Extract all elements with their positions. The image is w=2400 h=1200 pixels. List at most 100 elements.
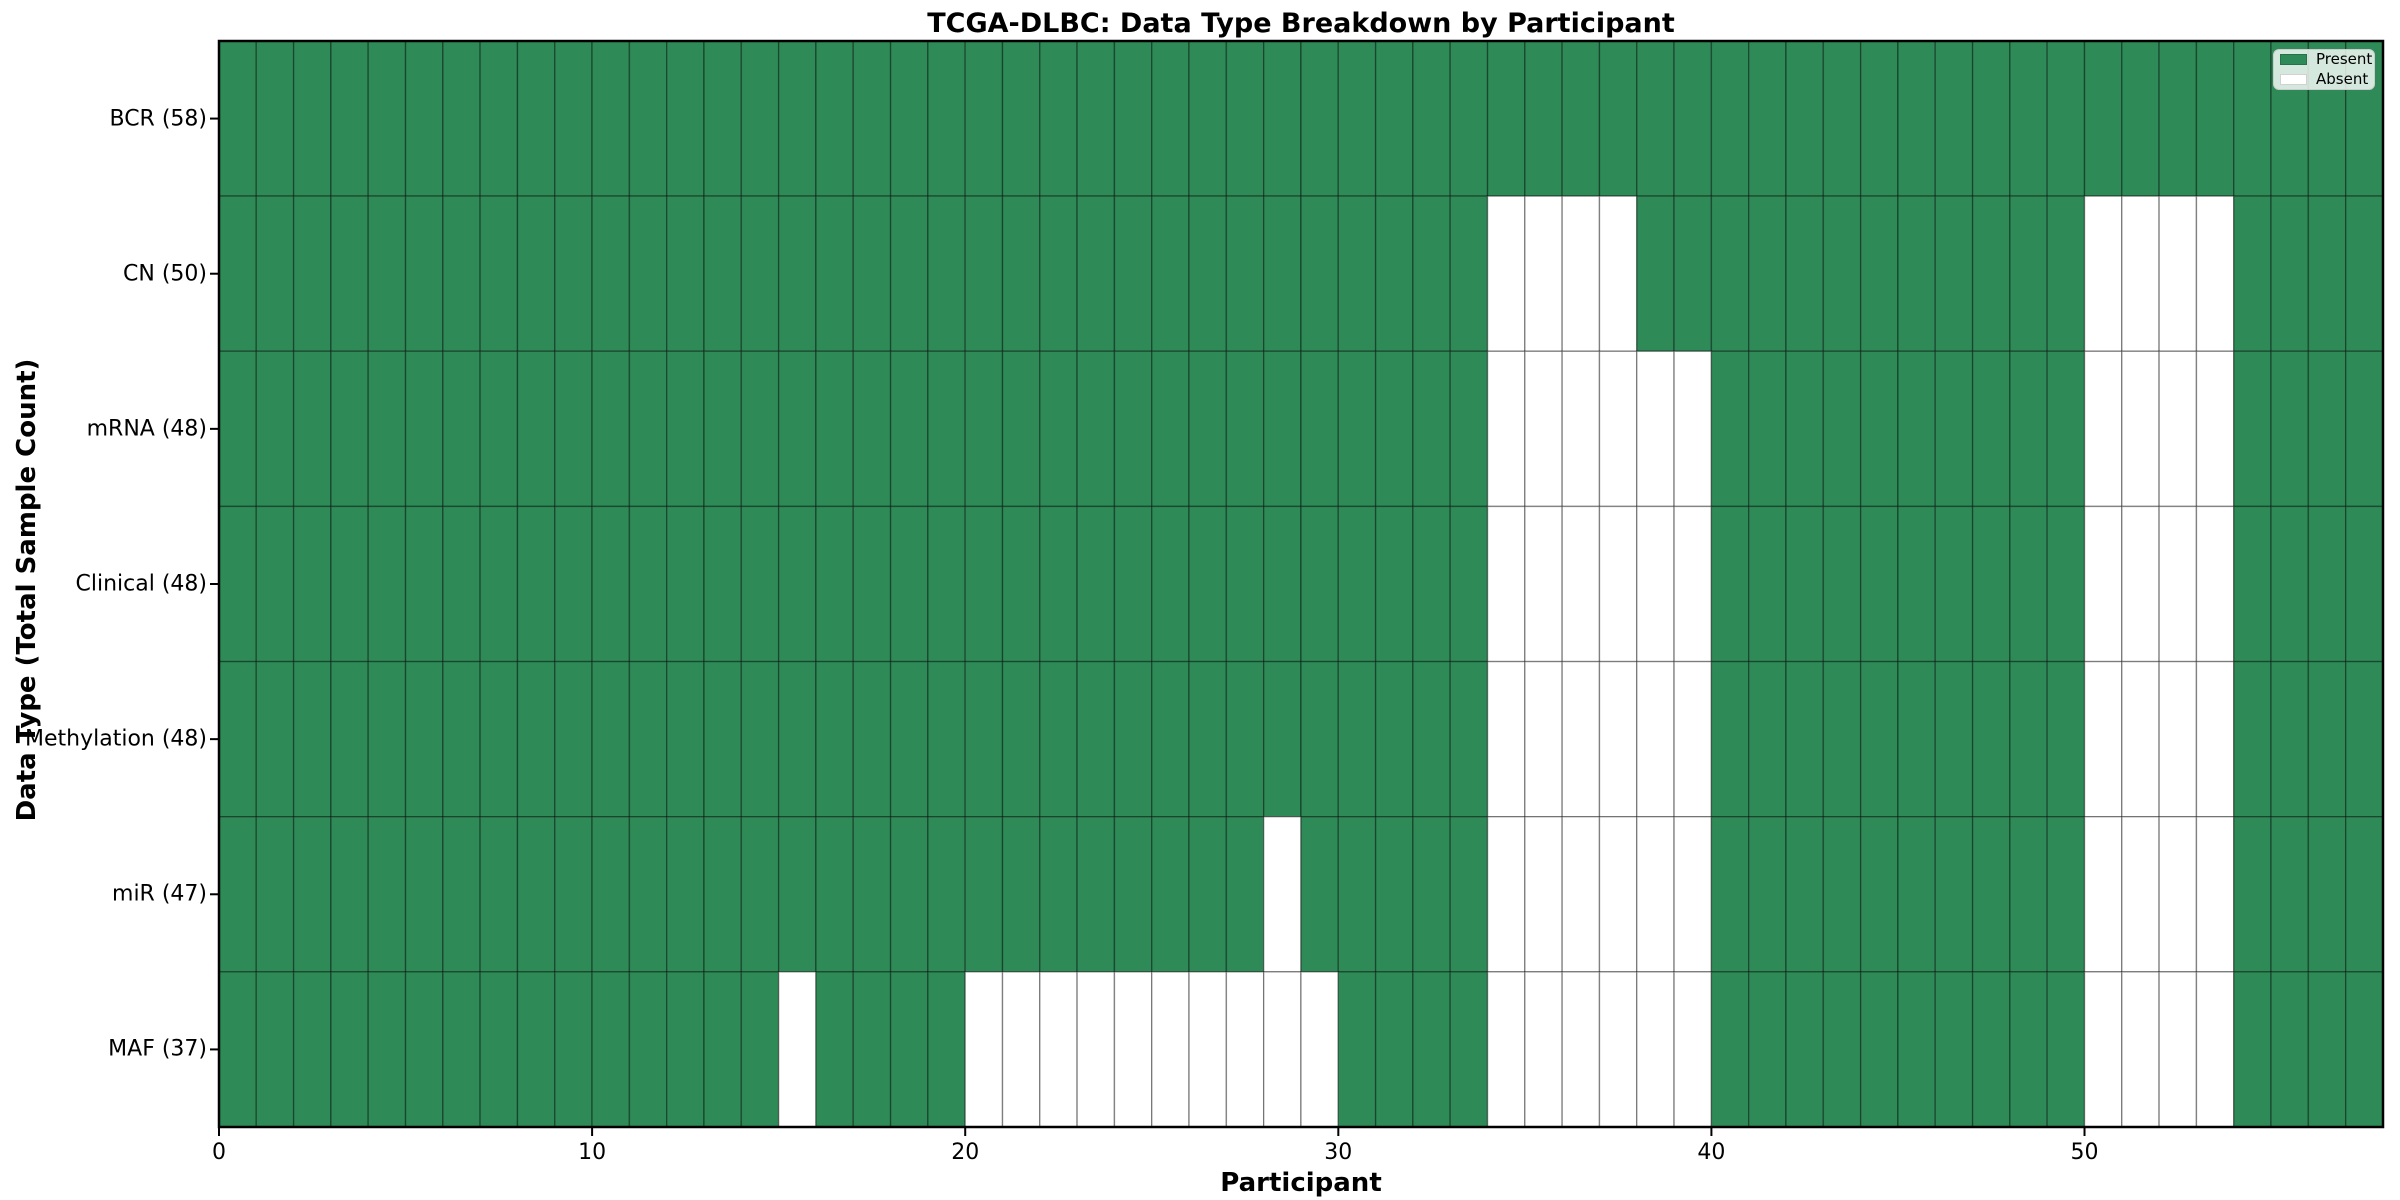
heatmap-cell	[330, 971, 369, 1128]
heatmap-cell	[1188, 350, 1228, 508]
heatmap-cell	[2270, 505, 2310, 663]
heatmap-cell	[2233, 816, 2272, 973]
heatmap-cell	[777, 40, 817, 197]
heatmap-cell	[330, 195, 369, 352]
heatmap-cell	[1785, 816, 1825, 973]
heatmap-cell	[479, 195, 519, 352]
heatmap-cell	[1971, 195, 2011, 352]
heatmap-cell	[1710, 971, 1750, 1128]
heatmap-cell	[2121, 816, 2160, 973]
heatmap-cell	[1636, 350, 1675, 508]
heatmap-cell	[479, 40, 519, 197]
heatmap-cell	[1859, 350, 1899, 508]
heatmap-cell	[2307, 971, 2347, 1128]
heatmap-cell	[479, 350, 519, 508]
heatmap-cell	[1039, 505, 1078, 663]
heatmap-cell	[1337, 40, 1377, 197]
y-tick-label: mRNA (48)	[86, 416, 207, 442]
heatmap-cell	[255, 505, 295, 663]
heatmap-cell	[2121, 505, 2160, 663]
heatmap-cell	[1486, 505, 1526, 663]
heatmap-cell	[2158, 195, 2198, 352]
heatmap-cell	[2344, 195, 2384, 352]
heatmap-cell	[404, 660, 444, 818]
heatmap-cell	[1598, 40, 1638, 197]
heatmap-cell	[703, 350, 743, 508]
heatmap-cell	[1859, 816, 1899, 973]
heatmap-cell	[777, 195, 817, 352]
heatmap-cell	[852, 971, 892, 1128]
heatmap-cell	[2307, 195, 2347, 352]
heatmap-cell	[628, 660, 668, 818]
heatmap-cell	[1934, 816, 1974, 973]
heatmap-cell	[404, 971, 444, 1128]
heatmap-cell	[1076, 350, 1116, 508]
heatmap-cell	[1486, 971, 1526, 1128]
heatmap-cell	[2233, 40, 2272, 197]
heatmap-cell	[1076, 195, 1116, 352]
y-tick-label: MAF (37)	[108, 1036, 207, 1062]
heatmap-cell	[1524, 40, 1563, 197]
heatmap-cell	[1449, 350, 1489, 508]
heatmap-cell	[777, 971, 817, 1128]
heatmap-cell	[1412, 660, 1451, 818]
heatmap-cell	[815, 660, 854, 818]
x-tick-label: 20	[951, 1140, 980, 1165]
heatmap-cell	[554, 971, 593, 1128]
heatmap-cell	[330, 816, 369, 973]
heatmap-cell	[404, 816, 444, 973]
heatmap-cell	[1561, 350, 1601, 508]
heatmap-cell	[292, 660, 332, 818]
heatmap-cell	[1300, 971, 1340, 1128]
heatmap-cell	[740, 40, 780, 197]
heatmap-cell	[2009, 40, 2048, 197]
heatmap-cell	[1449, 505, 1489, 663]
heatmap-cell	[1822, 350, 1862, 508]
heatmap-cell	[367, 660, 407, 818]
heatmap-cell	[554, 40, 593, 197]
heatmap-cell	[1710, 195, 1750, 352]
heatmap-cell	[1337, 660, 1377, 818]
heatmap-cell	[1561, 40, 1601, 197]
heatmap-cell	[927, 660, 966, 818]
heatmap-cell	[2083, 971, 2123, 1128]
heatmap-cell	[1561, 505, 1601, 663]
heatmap-cell	[292, 971, 332, 1128]
heatmap-cell	[2009, 816, 2048, 973]
heatmap-cell	[1113, 505, 1153, 663]
heatmap-cell	[2083, 660, 2123, 818]
heatmap-cell	[666, 505, 705, 663]
heatmap-cell	[1748, 505, 1787, 663]
heatmap-cell	[1598, 816, 1638, 973]
heatmap-cell	[367, 195, 407, 352]
heatmap-cell	[516, 971, 556, 1128]
heatmap-cell	[628, 816, 668, 973]
heatmap-cell	[479, 816, 519, 973]
heatmap-cell	[1598, 195, 1638, 352]
heatmap-cell	[740, 505, 780, 663]
heatmap-cell	[1673, 350, 1713, 508]
heatmap-cell	[255, 40, 295, 197]
heatmap-cell	[1225, 660, 1265, 818]
heatmap-cell	[1188, 40, 1228, 197]
heatmap-cell	[1449, 195, 1489, 352]
heatmap-cell	[927, 971, 966, 1128]
heatmap-cell	[2046, 195, 2086, 352]
heatmap-cell	[330, 505, 369, 663]
heatmap-cell	[1151, 971, 1190, 1128]
heatmap-cell	[1262, 350, 1302, 508]
heatmap-cell	[1748, 350, 1787, 508]
heatmap-cell	[815, 350, 854, 508]
heatmap-cell	[1486, 660, 1526, 818]
heatmap-cell	[1412, 971, 1451, 1128]
heatmap-cell	[2083, 350, 2123, 508]
heatmap-cell	[740, 350, 780, 508]
heatmap-cell	[1225, 971, 1265, 1128]
x-tick-label: 0	[212, 1140, 226, 1165]
heatmap-cell	[1934, 350, 1974, 508]
heatmap-cell	[1449, 40, 1489, 197]
heatmap-cell	[777, 350, 817, 508]
heatmap-cell	[2046, 350, 2086, 508]
heatmap-cell	[218, 505, 258, 663]
heatmap-cell	[442, 195, 481, 352]
